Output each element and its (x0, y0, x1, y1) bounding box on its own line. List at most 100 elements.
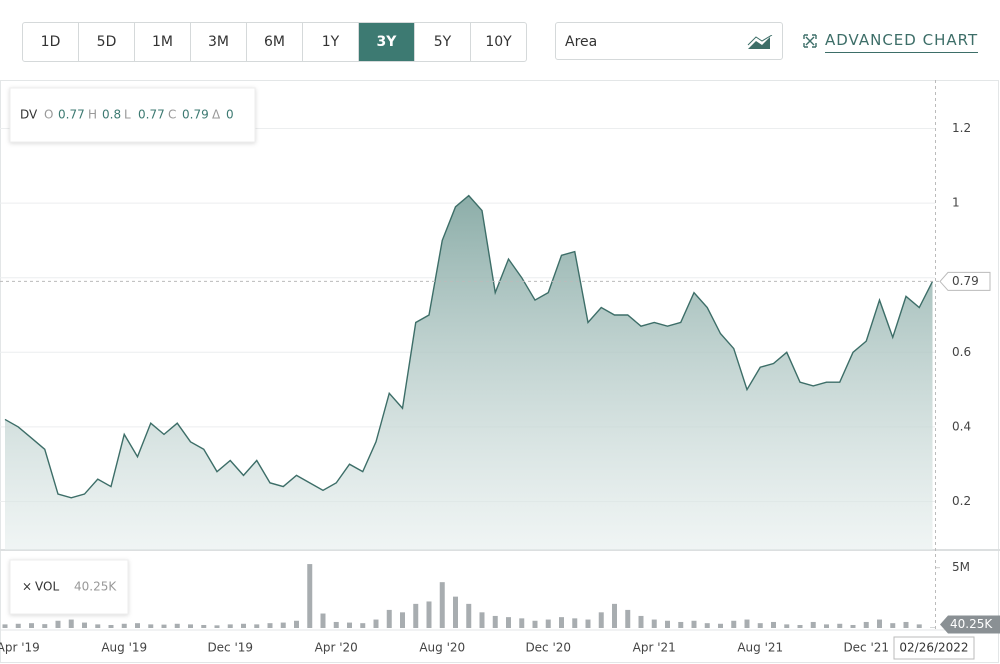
volume-bar (42, 624, 48, 628)
chart-style-dropdown[interactable]: Area (555, 22, 783, 60)
range-buttons: 1D 5D 1M 3M 6M 1Y 3Y 5Y 10Y (22, 22, 527, 62)
ohlc-l: 0.77 (138, 108, 165, 122)
volume-bar (386, 609, 392, 628)
volume-bar (188, 624, 193, 628)
area-fill (5, 195, 933, 550)
volume-bar (651, 619, 657, 628)
volume-bar (492, 615, 498, 628)
volume-bar (850, 624, 856, 628)
ohlc-c: 0.79 (182, 108, 209, 122)
vol-close-icon: × (22, 580, 32, 594)
volume-bar (426, 601, 432, 628)
volume-bar (347, 622, 352, 628)
range-button[interactable]: 1Y (303, 23, 359, 61)
volume-bar (439, 582, 445, 628)
volume-bar (837, 623, 843, 628)
range-button[interactable]: 10Y (485, 34, 512, 50)
volume-bar (678, 621, 684, 628)
volume-bar (121, 623, 127, 628)
volume-bar (863, 621, 869, 628)
volume-bar (307, 564, 313, 628)
volume-bar (227, 624, 233, 628)
vol-box (9, 559, 129, 615)
volume-bar (333, 621, 339, 628)
volume-bar (612, 603, 617, 628)
volume-bar (598, 612, 604, 628)
volume-bar (68, 619, 74, 628)
volume-bar (29, 623, 34, 628)
volume-bar (625, 609, 631, 628)
volume-bar (320, 613, 326, 628)
volume-bar (731, 620, 737, 628)
date-label: 02/26/2022 (899, 641, 968, 655)
ohlc-d: 0 (226, 108, 234, 122)
volume-bar (254, 624, 260, 628)
y-tick-label: 0.4 (952, 419, 971, 433)
volume-bar (373, 619, 379, 628)
volume-bar (691, 620, 697, 628)
y-tick-label: 1.2 (952, 121, 971, 135)
volume-bar (890, 623, 896, 628)
last-vol-label: 40.25K (950, 617, 993, 631)
volume-bar (201, 624, 207, 628)
x-tick-label: Aug '20 (419, 641, 465, 655)
range-button[interactable]: 1M (135, 23, 191, 61)
x-tick-label: Dec '20 (525, 641, 571, 655)
ohlc-o: 0.77 (58, 108, 85, 122)
range-button[interactable]: 5D (79, 23, 135, 61)
volume-bar (545, 619, 551, 628)
advanced-chart-link[interactable]: ADVANCED CHART (825, 31, 979, 53)
y-tick-label: 0.6 (952, 345, 971, 359)
volume-bar (148, 624, 154, 628)
volume-bar (585, 619, 591, 628)
volume-bar (214, 625, 220, 628)
volume-bar (413, 603, 419, 628)
x-tick-label: Apr '21 (633, 641, 676, 655)
ohlc-symbol: DV (20, 108, 38, 122)
volume-bar (466, 603, 472, 628)
volume-bar (784, 624, 790, 628)
volume-bar (757, 623, 763, 628)
date-tag (893, 636, 975, 660)
range-button[interactable]: 1D (23, 23, 79, 61)
volume-bar (665, 620, 670, 628)
ohlc-d_label: Δ (212, 108, 221, 122)
volume-bar (479, 612, 485, 628)
volume-bar (95, 624, 101, 628)
volume-bar (519, 618, 525, 628)
y-tick-label: 0.2 (952, 494, 971, 508)
x-tick-label: Apr '19 (0, 641, 40, 655)
volume-bar (638, 615, 644, 628)
volume-bar (161, 624, 167, 628)
vol-value: 40.25K (74, 580, 117, 594)
y-tick-label: 1 (952, 196, 960, 210)
volume-bar (360, 623, 366, 628)
volume-bar (532, 620, 538, 628)
last-price-label: 0.79 (952, 274, 979, 288)
volume-bar (916, 624, 922, 628)
price-line (4, 194, 934, 499)
volume-bar (704, 623, 710, 628)
last-vol-tag (940, 615, 1000, 634)
volume-bar (174, 623, 180, 628)
range-button[interactable]: 5Y (415, 23, 471, 61)
volume-bar (810, 621, 816, 628)
volume-bar (294, 620, 299, 628)
volume-bar (744, 619, 750, 628)
ohlc-h: 0.8 (102, 108, 121, 122)
volume-bar (400, 612, 405, 628)
volume-bar (267, 623, 273, 628)
chart-style: Area (565, 34, 598, 50)
range-button[interactable]: 3Y (359, 23, 415, 61)
ohlc-c_label: C (168, 108, 176, 122)
range-button[interactable]: 3M (191, 23, 247, 61)
x-tick-label: Aug '21 (737, 641, 783, 655)
volume-bar (506, 617, 511, 628)
x-tick-label: Aug '19 (101, 641, 147, 655)
volume-bar (797, 624, 803, 628)
volume-bar (55, 620, 61, 628)
x-tick-label: Apr '20 (315, 641, 358, 655)
range-button[interactable]: 6M (247, 23, 303, 61)
